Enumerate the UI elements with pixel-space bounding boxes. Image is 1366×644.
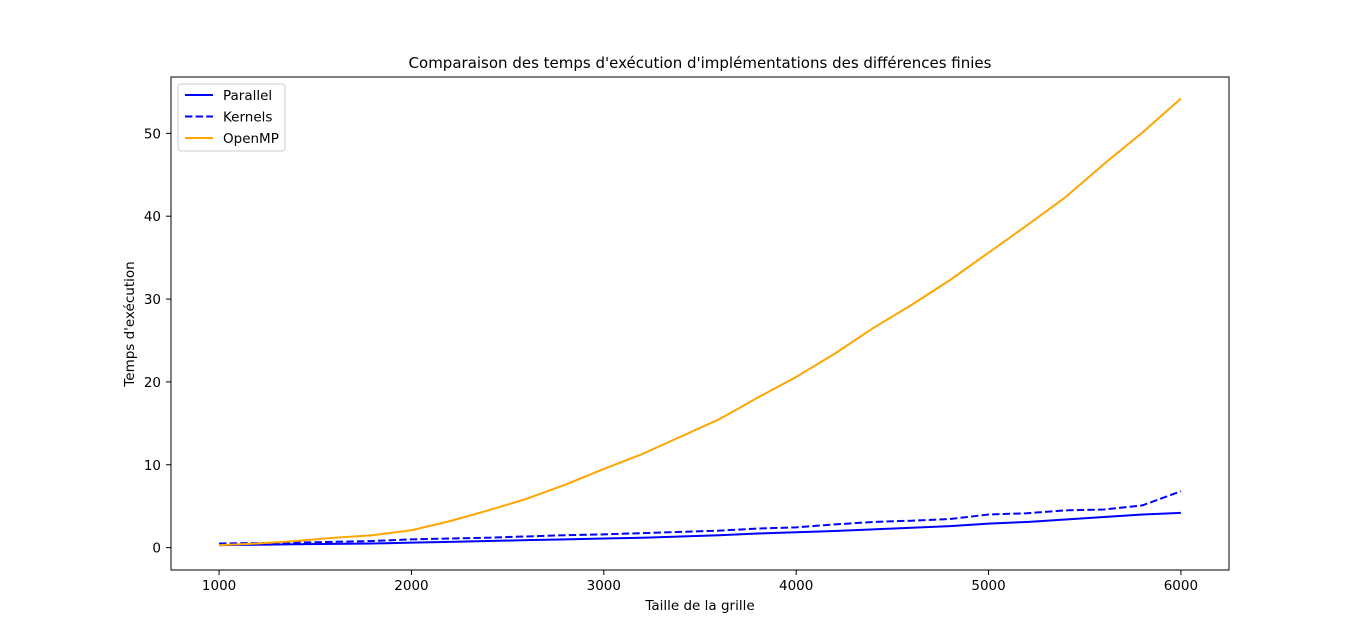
legend-box xyxy=(177,83,286,152)
series-line-kernels xyxy=(219,490,1182,545)
plot-area: 1000 2000 3000 4000 5000 6000 0 10 20 30 40 50 Paral… xyxy=(144,76,1230,594)
y-tick-label: 30 xyxy=(144,292,161,308)
y-axis-label: Temps d'exécution xyxy=(122,261,138,387)
y-tick-label: 10 xyxy=(144,458,161,474)
y-tick-label: 40 xyxy=(144,209,161,225)
legend-label-kernels: Kernels xyxy=(223,110,272,126)
y-tick-label: 50 xyxy=(144,126,161,142)
axes-frame xyxy=(170,76,1230,571)
x-tick-label: 4000 xyxy=(779,578,813,594)
x-tick-label: 1000 xyxy=(202,578,236,594)
legend-label-openmp: OpenMP xyxy=(223,131,279,147)
series-line-openmp xyxy=(219,97,1182,547)
x-tick-label: 3000 xyxy=(587,578,621,594)
x-tick-label: 5000 xyxy=(971,578,1005,594)
x-tick-label: 2000 xyxy=(394,578,428,594)
legend-label-parallel: Parallel xyxy=(223,88,272,104)
y-tick-label: 20 xyxy=(144,375,161,391)
chart-title: Comparaison des temps d'exécution d'impl… xyxy=(409,54,992,72)
x-tick-label: 6000 xyxy=(1164,578,1198,594)
y-tick-label: 0 xyxy=(152,541,161,557)
x-axis-label: Taille de la grille xyxy=(644,598,754,614)
series-line-parallel xyxy=(219,511,1181,547)
